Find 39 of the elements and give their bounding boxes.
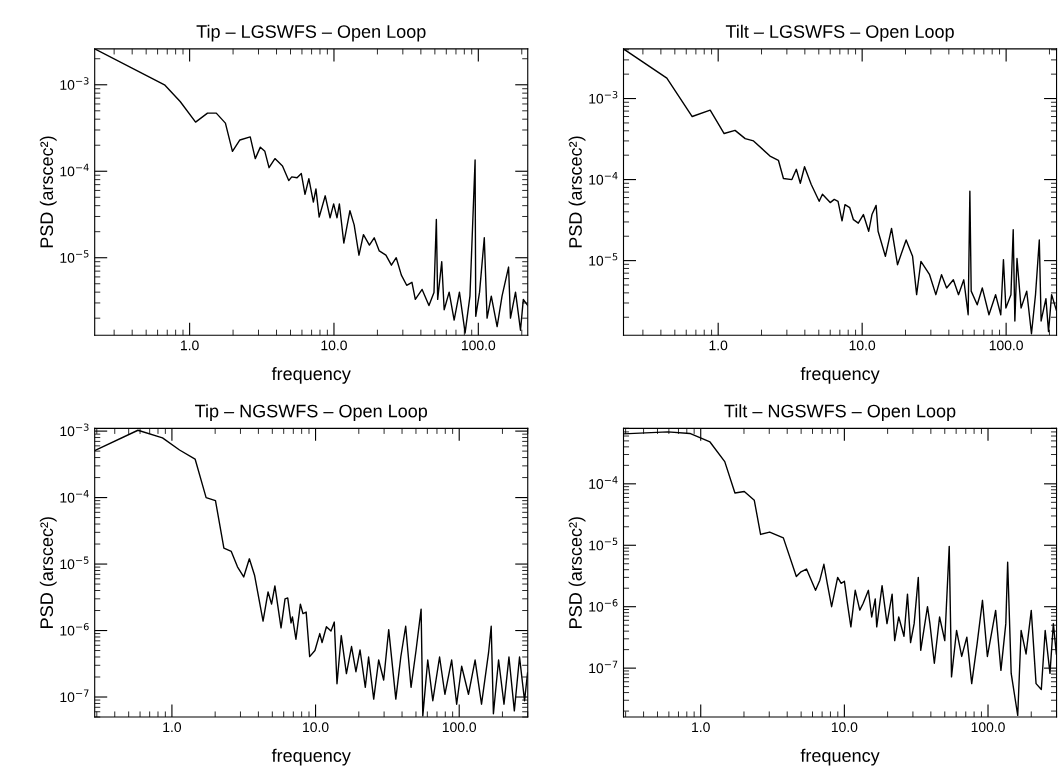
y-tick-label: 10$^{−5}$: [589, 537, 618, 551]
y-tick-label: 10$^{−6}$: [60, 622, 89, 636]
y-axis-title: PSD (arscec²): [39, 517, 57, 628]
x-tick-label: 1.0: [181, 340, 199, 351]
chart-title: Tip – NGSWFS – Open Loop: [195, 404, 428, 421]
x-tick-label: 10.0: [321, 340, 347, 351]
x-axis-title: frequency: [271, 748, 351, 766]
x-tick-label: 1.0: [709, 340, 728, 351]
chart-title: Tip – LGSWFS – Open Loop: [196, 24, 426, 42]
x-tick-label: 100.0: [462, 340, 496, 351]
x-tick-label: 10.0: [303, 722, 329, 733]
y-tick-label: 10$^{−4}$: [60, 490, 89, 503]
y-tick-label: 10$^{−3}$: [60, 423, 89, 437]
y-tick-label: 10$^{−5}$: [60, 250, 89, 263]
chart-title: Tilt – NGSWFS – Open Loop: [724, 404, 956, 421]
x-tick-label: 10.0: [849, 340, 876, 351]
y-axis-title: PSD (arscec²): [568, 517, 586, 628]
x-axis-title: frequency: [800, 748, 880, 766]
x-axis-title: frequency: [271, 366, 351, 384]
x-tick-label: 100.0: [442, 722, 477, 733]
y-tick-label: 10$^{−3}$: [60, 77, 89, 90]
y-tick-label: 10$^{−6}$: [589, 599, 618, 612]
x-tick-label: 1.0: [163, 722, 182, 733]
y-axis-title: PSD (arscec²): [39, 136, 57, 248]
x-tick-label: 100.0: [971, 722, 1005, 733]
x-tick-label: 1.0: [692, 722, 710, 733]
y-tick-label: 10$^{−4}$: [60, 163, 89, 177]
y-axis-title: PSD (arscec²): [568, 136, 586, 248]
y-tick-label: 10$^{−7}$: [589, 660, 618, 674]
y-tick-label: 10$^{−5}$: [589, 253, 618, 266]
y-tick-label: 10$^{−3}$: [589, 90, 618, 104]
y-tick-label: 10$^{−4}$: [589, 172, 618, 185]
x-tick-label: 100.0: [989, 340, 1023, 351]
y-tick-label: 10$^{−7}$: [60, 689, 89, 703]
y-tick-label: 10$^{−5}$: [60, 556, 89, 570]
y-tick-label: 10$^{−4}$: [589, 476, 618, 489]
x-tick-label: 10.0: [831, 722, 858, 733]
chart-title: Tilt – LGSWFS – Open Loop: [725, 24, 954, 42]
x-axis-title: frequency: [800, 366, 880, 384]
